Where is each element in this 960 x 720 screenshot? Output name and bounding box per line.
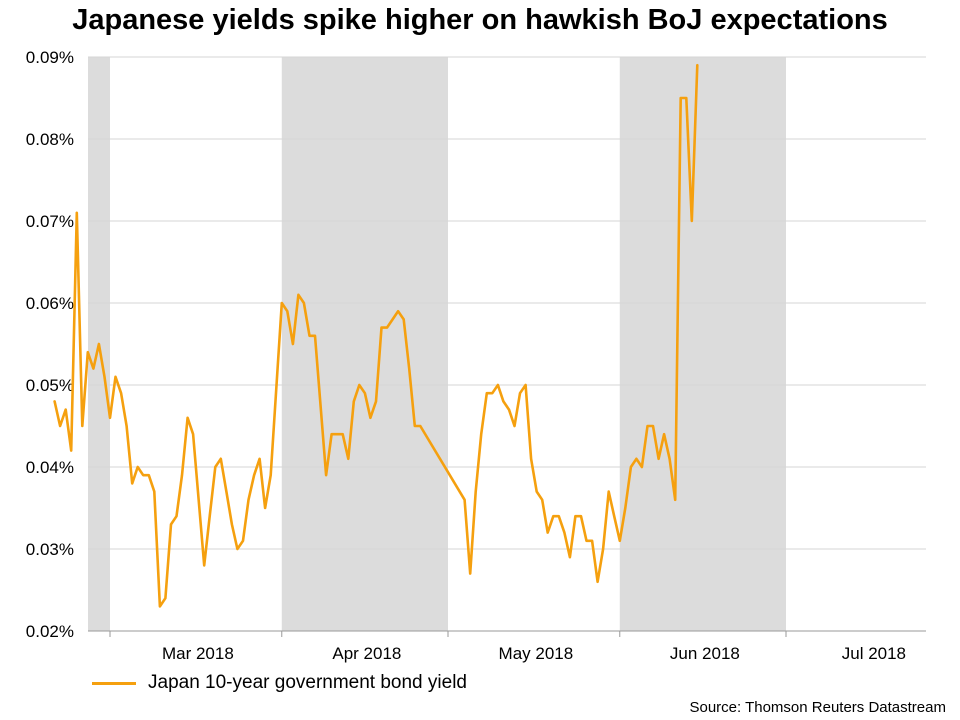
- y-tick-label: 0.07%: [26, 212, 74, 231]
- x-tick-label: Apr 2018: [332, 644, 401, 663]
- legend: Japan 10-year government bond yield: [92, 672, 467, 694]
- x-axis: Mar 2018 Apr 2018 May 2018 Jun 2018 Jul 2018: [88, 630, 926, 663]
- y-tick-label: 0.08%: [26, 130, 74, 149]
- shaded-bands: [88, 57, 786, 631]
- chart-title: Japanese yields spike higher on hawkish …: [72, 4, 888, 36]
- series-group: [53, 63, 699, 608]
- legend-line-swatch: [92, 681, 136, 685]
- y-tick-label: 0.09%: [26, 48, 74, 67]
- y-tick-label: 0.03%: [26, 540, 74, 559]
- legend-label: Japan 10-year government bond yield: [148, 672, 467, 693]
- y-tick-label: 0.06%: [26, 294, 74, 313]
- x-tick-label: May 2018: [499, 644, 574, 663]
- series-line: [53, 63, 699, 608]
- y-tick-label: 0.04%: [26, 458, 74, 477]
- y-axis: 0.02% 0.03% 0.04% 0.05% 0.06% 0.07% 0.08% 0.09%: [26, 48, 74, 641]
- x-tick-label: Jun 2018: [670, 644, 740, 663]
- shaded-band: [281, 57, 448, 631]
- source-note: Source: Thomson Reuters Datastream: [689, 699, 946, 716]
- x-tick-label: Jul 2018: [842, 644, 906, 663]
- x-tick-label: Mar 2018: [162, 644, 234, 663]
- gridlines: [88, 56, 926, 550]
- y-tick-label: 0.05%: [26, 376, 74, 395]
- shaded-band: [619, 57, 786, 631]
- y-tick-label: 0.02%: [26, 622, 74, 641]
